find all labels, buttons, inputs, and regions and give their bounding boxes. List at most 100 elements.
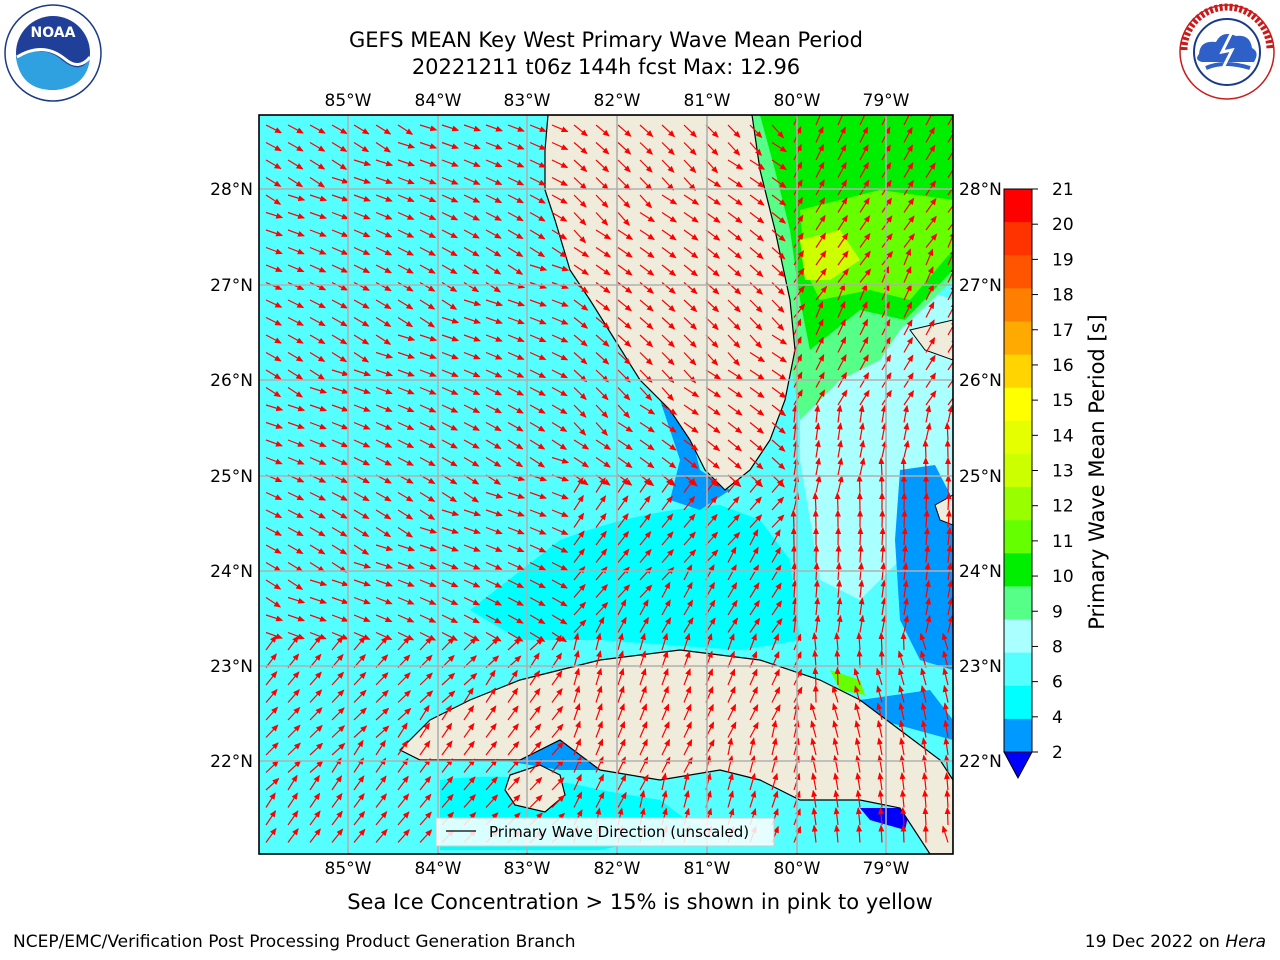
wave-arrow [793,179,803,196]
wave-arrow [441,194,459,203]
wave-arrow [771,159,787,171]
wave-arrow [287,124,304,134]
wave-arrow [771,334,788,345]
wave-arrow [661,159,675,173]
wave-arrow [287,229,305,237]
wave-arrow [419,404,437,413]
wave-arrow [617,548,630,563]
wave-arrow [639,211,656,223]
wave-arrow [897,650,905,668]
wave-arrow [265,176,282,187]
colorbar-segment [1004,189,1032,223]
wave-arrow [529,194,546,204]
wave-arrow [661,247,677,259]
wave-arrow [837,232,849,248]
wave-arrow [947,197,953,213]
wave-arrow [573,422,587,436]
wave-arrow [353,509,370,520]
wave-arrow [265,351,282,362]
wave-arrow [265,124,282,134]
wave-arrow [595,352,610,365]
wave-arrow [705,457,720,469]
wave-arrow [727,317,741,331]
wave-arrow [771,546,781,563]
wave-arrow [265,509,283,519]
wave-arrow [573,264,589,276]
wave-arrow [573,530,585,546]
wave-arrow [661,599,671,616]
wave-arrow [441,404,459,413]
wave-arrow [441,596,459,606]
colorbar-segment [1004,619,1032,654]
wave-arrow [573,548,585,563]
wave-arrow [815,474,822,493]
wave-arrow [375,141,392,153]
wave-arrow [705,264,720,277]
wave-arrow [749,142,762,156]
wave-arrow [639,566,653,581]
wave-arrow [485,421,502,432]
wave-arrow [749,212,765,224]
wave-arrow [617,512,629,528]
wave-arrow [859,457,866,476]
wave-arrow [551,194,568,204]
wave-arrow [397,509,414,520]
wave-arrow [375,544,394,552]
wave-arrow [792,422,799,441]
wave-arrow [397,264,414,274]
wave-arrow [529,386,546,396]
wave-arrow [880,597,887,616]
wave-arrow [573,159,588,173]
wave-arrow [353,334,370,345]
wave-arrow [859,197,870,213]
wave-arrow [903,614,910,633]
wave-arrow [771,457,786,470]
wave-arrow [441,386,459,395]
wave-arrow [441,316,460,324]
colorbar-tick-label: 18 [1052,286,1074,306]
colorbar-segment [1004,288,1032,322]
colorbar-tick-label: 21 [1052,180,1074,200]
wave-arrow [507,194,524,204]
wave-arrow [419,614,437,623]
wave-arrow [287,596,306,604]
wave-arrow [397,124,414,135]
wave-arrow [815,232,826,248]
wave-arrow [749,351,766,363]
wave-arrow [793,250,805,266]
wave-arrow [375,579,393,587]
wave-arrow [573,439,590,450]
wave-arrow [923,509,930,528]
wave-arrow [903,197,915,213]
wave-arrow [375,631,393,641]
wave-arrow [507,596,524,606]
wave-arrow [265,141,282,152]
wave-arrow [661,229,677,241]
wave-arrow [529,456,546,468]
wave-arrow [727,633,735,651]
wave-arrow [617,530,630,546]
wave-arrow [661,477,673,493]
wave-arrow [485,281,502,293]
wave-arrow [375,614,393,623]
wave-arrow [309,421,327,430]
wave-arrow [617,142,632,155]
wave-arrow [639,632,646,651]
wave-arrow [639,439,655,451]
wave-arrow [727,650,735,668]
wave-arrow [419,561,437,570]
wave-arrow [309,264,327,273]
wave-arrow [705,124,719,138]
lon-label-top: 79°W [863,91,910,111]
wave-arrow [727,582,738,598]
wave-arrow [811,632,818,651]
wave-arrow [791,597,798,616]
wave-arrow [353,561,372,569]
wave-arrow [265,526,282,536]
wave-arrow [507,176,525,186]
colorbar: 21 20 19 18 17 16 15 14 13 12 11 10 9 8 6 4 2 [1003,180,1074,780]
wave-arrow [463,351,481,360]
wave-arrow [463,334,481,342]
wave-arrow [749,422,765,434]
wave-arrow [859,318,869,336]
